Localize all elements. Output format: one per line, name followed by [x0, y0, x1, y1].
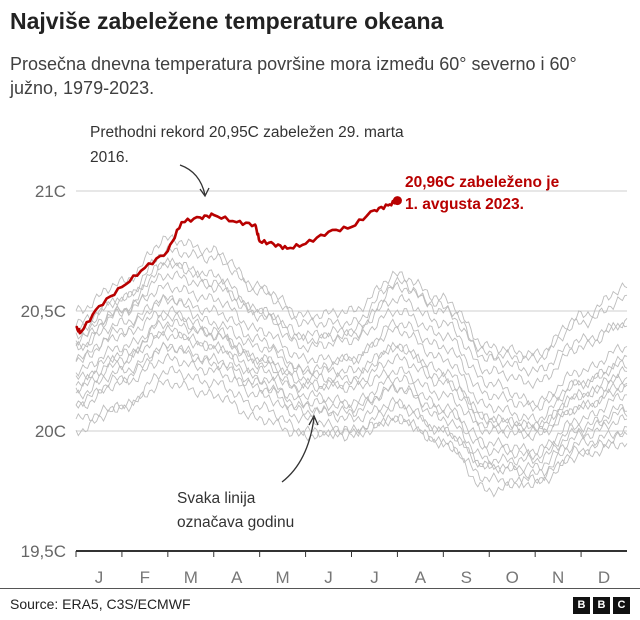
year-line: [75, 352, 628, 480]
y-tick-label: 20,5C: [21, 302, 66, 321]
year-line: [75, 318, 628, 455]
point-2023-record: [392, 196, 402, 206]
x-tick-label: D: [598, 568, 610, 587]
chart-title: Najviše zabeležene temperature okeana: [10, 8, 444, 34]
x-tick-label: S: [461, 568, 472, 587]
annotation-2023-line1: 20,96C zabeleženo je: [405, 174, 560, 191]
year-line: [75, 365, 628, 489]
year-line: [75, 257, 628, 364]
year-line: [75, 245, 628, 377]
chart-subtitle: Prosečna dnevna temperatura površine mor…: [10, 54, 577, 98]
year-line: [75, 270, 628, 408]
year-line: [75, 341, 628, 466]
arrow-each-line-head: [308, 414, 319, 426]
x-tick-label: J: [95, 568, 104, 587]
annotation-each-line-1: Svaka linija: [177, 490, 256, 507]
year-line: [75, 378, 628, 498]
x-tick-label: M: [276, 568, 290, 587]
x-tick-label: F: [140, 568, 150, 587]
arrow-previous-record-head: [199, 187, 210, 198]
y-tick-label: 20C: [35, 422, 66, 441]
x-tick-label: N: [552, 568, 564, 587]
y-tick-label: 21C: [35, 182, 66, 201]
x-tick-label: J: [370, 568, 379, 587]
annotation-each-line-2: označava godinu: [177, 514, 294, 531]
footer-divider: [0, 588, 640, 589]
x-tick-label: O: [506, 568, 519, 587]
x-tick-label: M: [184, 568, 198, 587]
arrow-each-line: [281, 417, 315, 483]
annotation-2023-line2: 1. avgusta 2023.: [405, 196, 524, 213]
source-note: Source: ERA5, C3S/ECMWF: [10, 596, 191, 612]
year-line: [75, 311, 628, 433]
year-line: [75, 341, 628, 474]
x-tick-label: A: [231, 568, 243, 587]
line-chart: 21C 20,5C 20C 19,5C J F M A M J J A S O N D Prethodni …: [21, 124, 628, 587]
year-line: [75, 281, 628, 425]
year-line: [75, 293, 628, 412]
year-line: [75, 294, 628, 432]
year-line: [75, 233, 628, 360]
x-tick-label: A: [415, 568, 427, 587]
year-line: [75, 330, 628, 461]
arrow-previous-record: [179, 164, 206, 196]
line-2023: [75, 199, 399, 335]
annotation-previous-record-line1: Prethodni rekord 20,95C zabeležen 29. ma…: [90, 124, 404, 141]
annotation-previous-record-line2: 2016.: [90, 149, 129, 166]
y-tick-label: 19,5C: [21, 542, 66, 561]
year-line: [75, 257, 628, 390]
x-tick-label: J: [324, 568, 333, 587]
